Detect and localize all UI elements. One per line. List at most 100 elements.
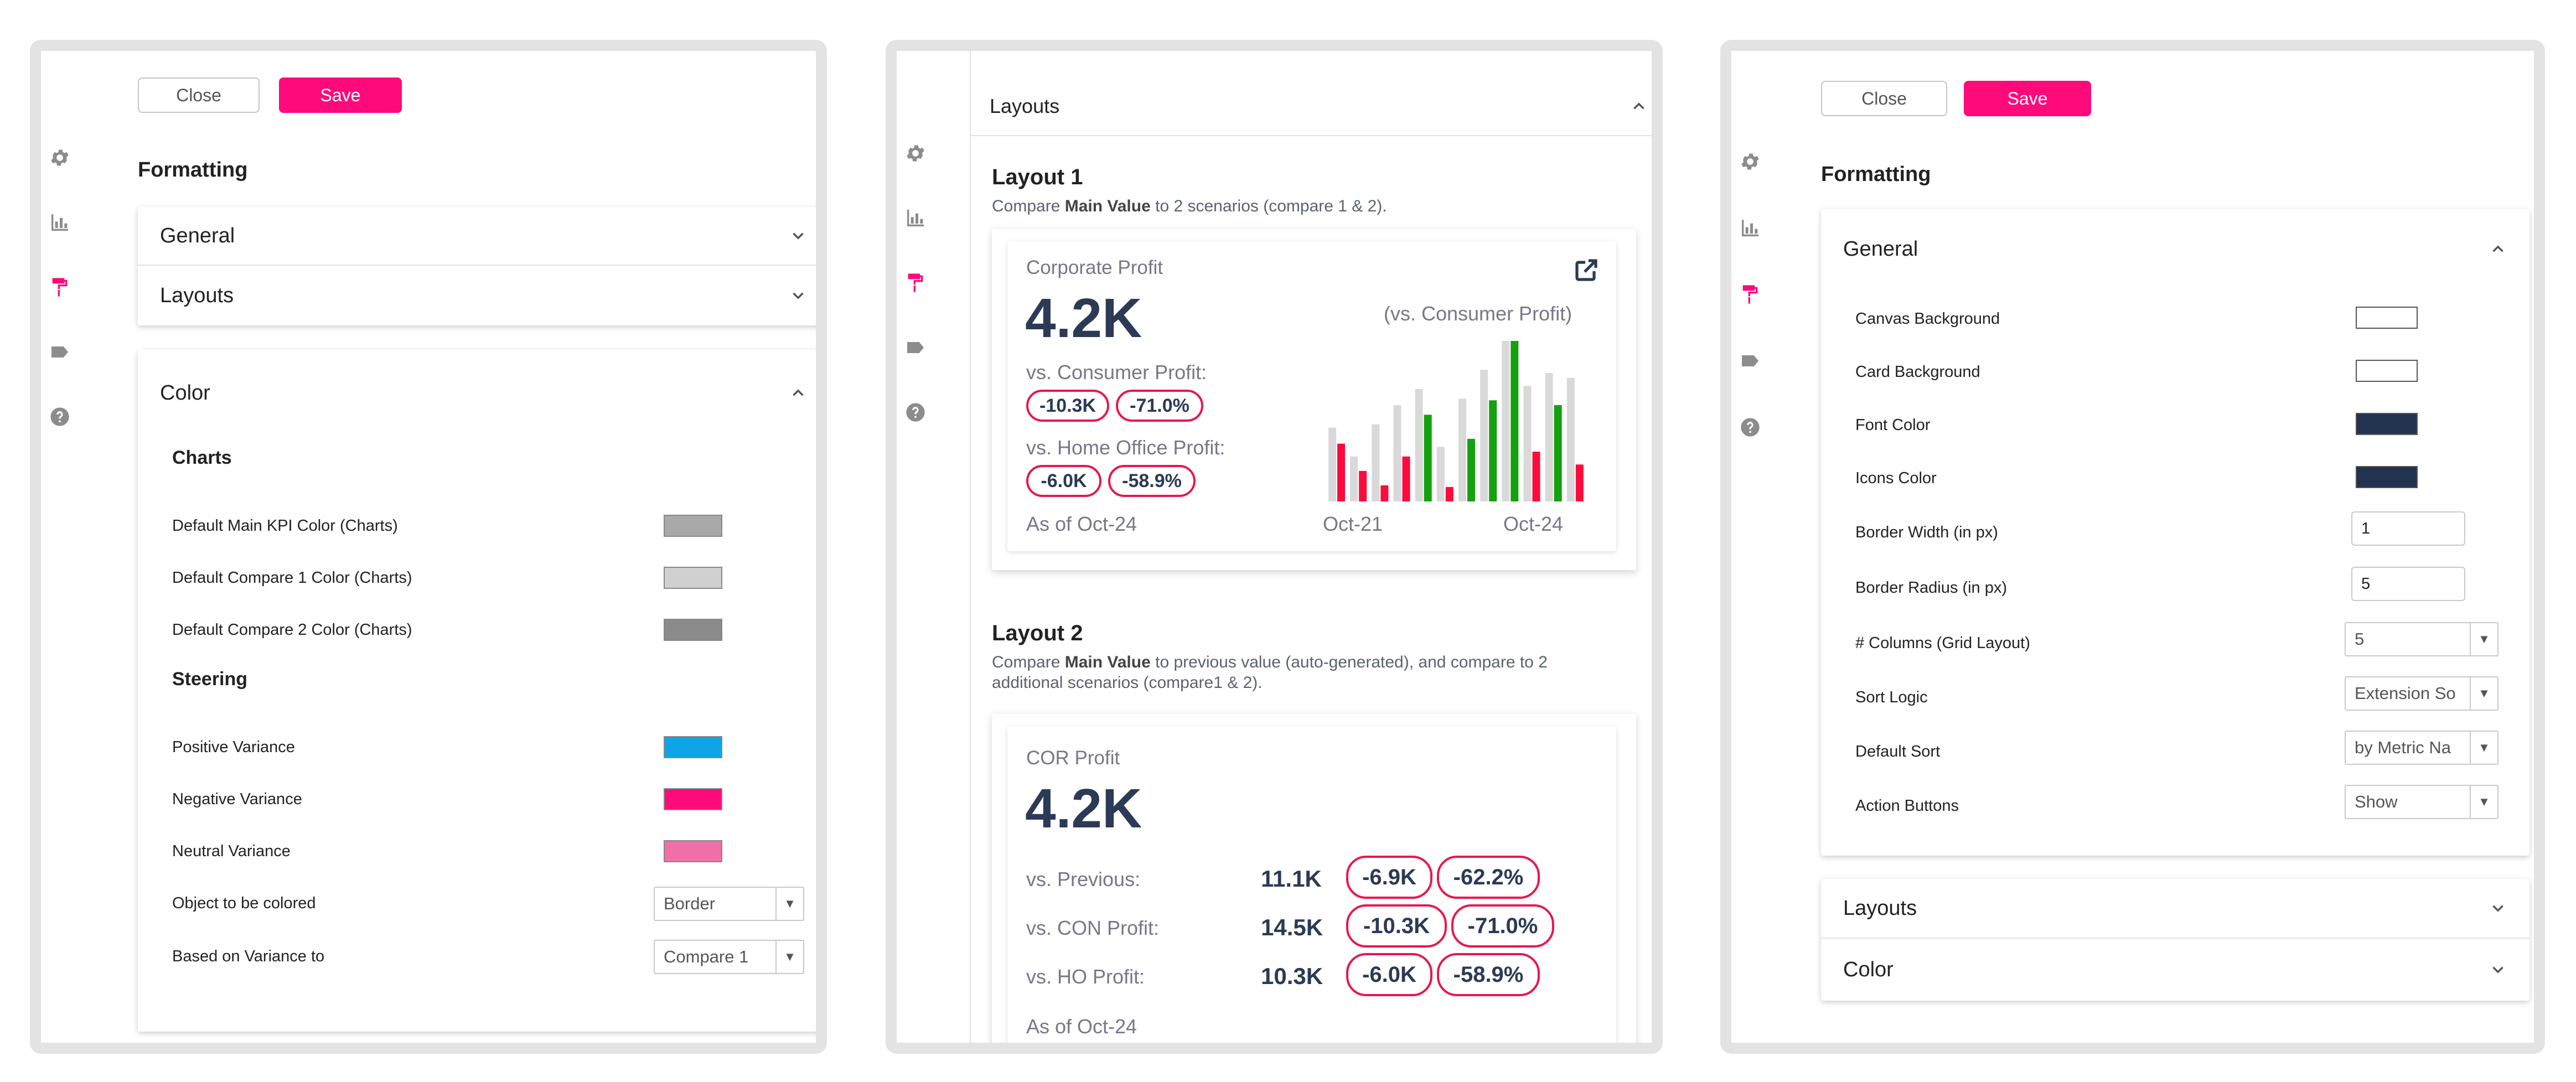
setting-label: Sort Logic bbox=[1855, 688, 1928, 706]
icons-color-swatch[interactable] bbox=[2356, 466, 2418, 488]
paint-roller-icon[interactable] bbox=[49, 276, 71, 298]
gear-icon[interactable] bbox=[49, 147, 71, 169]
color-swatch[interactable] bbox=[664, 619, 722, 641]
charts-heading: Charts bbox=[172, 447, 232, 468]
action-buttons-select[interactable]: Show ▼ bbox=[2345, 785, 2499, 819]
color-row-label: Default Compare 2 Color (Charts) bbox=[172, 621, 412, 639]
save-button[interactable]: Save bbox=[279, 77, 402, 113]
help-icon[interactable] bbox=[49, 406, 71, 428]
kpi-title: COR Profit bbox=[1026, 747, 1120, 769]
bar-chart-icon[interactable] bbox=[904, 207, 927, 229]
kpi-main-value: 4.2K bbox=[1025, 778, 1142, 840]
accordion-general[interactable]: General bbox=[138, 207, 816, 266]
compare-value: 14.5K bbox=[1261, 914, 1323, 940]
gear-icon[interactable] bbox=[1739, 151, 1761, 173]
kpi-card[interactable]: COR Profit 4.2K vs. Previous: 11.1K -6.9… bbox=[1007, 726, 1616, 1043]
tag-icon[interactable] bbox=[1739, 350, 1761, 372]
accordion-layouts-title: Layouts bbox=[160, 283, 234, 307]
bar-chart-icon[interactable] bbox=[1739, 217, 1761, 239]
color-swatch[interactable] bbox=[664, 736, 722, 758]
accordion-layouts[interactable]: Layouts bbox=[1821, 879, 2530, 939]
kpi-title: Corporate Profit bbox=[1026, 257, 1163, 278]
select-label: Based on Variance to bbox=[172, 948, 325, 965]
bar-chart-icon[interactable] bbox=[49, 211, 71, 234]
color-swatch[interactable] bbox=[664, 567, 722, 589]
color-swatch[interactable] bbox=[664, 515, 722, 537]
setting-label: Border Width (in px) bbox=[1855, 524, 1998, 541]
border-width-input[interactable]: 1 bbox=[2351, 511, 2465, 546]
sort-logic-select[interactable]: Extension So ▼ bbox=[2345, 676, 2499, 711]
compare-label: vs. CON Profit: bbox=[1026, 917, 1160, 939]
color-swatch[interactable] bbox=[664, 788, 722, 810]
layouts-panel: Layouts Layout 1 Compare Main Value to 2… bbox=[886, 40, 1663, 1054]
close-button[interactable]: Close bbox=[1821, 81, 1947, 116]
accordion-group: General Layouts bbox=[138, 207, 816, 325]
border-radius-input[interactable]: 5 bbox=[2351, 567, 2465, 601]
color-row-label: Negative Variance bbox=[172, 790, 302, 808]
paint-roller-icon[interactable] bbox=[904, 272, 927, 294]
columns-select[interactable]: 5 ▼ bbox=[2345, 622, 2499, 656]
compare-label: vs. HO Profit: bbox=[1026, 965, 1145, 988]
formatting-heading: Formatting bbox=[1821, 163, 1931, 186]
default-sort-select[interactable]: by Metric Na ▼ bbox=[2345, 731, 2499, 765]
variance-pill: -71.0% bbox=[1451, 904, 1554, 948]
select-value: by Metric Na bbox=[2355, 738, 2451, 757]
gear-icon[interactable] bbox=[904, 142, 927, 164]
compare-bar bbox=[1458, 398, 1466, 501]
steering-heading: Steering bbox=[172, 669, 248, 690]
accordion-color-header[interactable]: Color bbox=[138, 350, 816, 436]
setting-label: Action Buttons bbox=[1855, 797, 1959, 815]
variance-pill: -58.9% bbox=[1108, 465, 1196, 497]
canvas-background-swatch[interactable] bbox=[2356, 307, 2418, 329]
main-bar bbox=[1532, 452, 1540, 501]
object-colored-select[interactable]: Border ▼ bbox=[654, 887, 804, 921]
font-color-swatch[interactable] bbox=[2356, 413, 2418, 435]
layout2-description: Compare Main Value to previous value (au… bbox=[992, 653, 1548, 692]
tag-icon[interactable] bbox=[49, 341, 71, 363]
layout1-title: Layout 1 bbox=[992, 165, 1083, 189]
variance-pill: -6.9K bbox=[1346, 856, 1432, 899]
kpi-card[interactable]: Corporate Profit 4.2K (vs. Consumer Prof… bbox=[1007, 241, 1616, 551]
help-icon[interactable] bbox=[904, 401, 927, 423]
accordion-color: Color Charts Default Main KPI Color (Cha… bbox=[138, 350, 816, 1032]
accordion-general-header[interactable]: General bbox=[1821, 209, 2530, 289]
close-button[interactable]: Close bbox=[138, 77, 260, 113]
main-bar bbox=[1554, 405, 1562, 501]
accordion-color-title: Color bbox=[160, 381, 210, 405]
chevron-up-icon bbox=[2489, 240, 2507, 258]
card-background-swatch[interactable] bbox=[2356, 360, 2418, 382]
compare-bar bbox=[1566, 377, 1575, 501]
external-link-icon[interactable] bbox=[1573, 257, 1600, 283]
layout2-title: Layout 2 bbox=[992, 621, 1083, 645]
kpi-main-value: 4.2K bbox=[1025, 287, 1142, 349]
x-tick-label: Oct-24 bbox=[1503, 512, 1564, 535]
setting-label: Icons Color bbox=[1855, 469, 1937, 487]
dropdown-arrow-icon: ▼ bbox=[775, 941, 803, 973]
x-tick-label: Oct-21 bbox=[1323, 512, 1383, 535]
layout1-description: Compare Main Value to 2 scenarios (compa… bbox=[992, 197, 1387, 215]
compare-bar bbox=[1372, 424, 1380, 501]
as-of-date: As of Oct-24 bbox=[1026, 512, 1137, 535]
compare1-label: vs. Consumer Profit: bbox=[1026, 361, 1207, 384]
setting-label: Canvas Background bbox=[1855, 310, 2000, 328]
paint-roller-icon[interactable] bbox=[1739, 283, 1761, 306]
accordion-layouts[interactable]: Layouts bbox=[138, 266, 816, 325]
tag-icon[interactable] bbox=[904, 336, 927, 359]
select-label: Object to be colored bbox=[172, 894, 316, 912]
help-icon[interactable] bbox=[1739, 416, 1761, 438]
main-bar bbox=[1380, 485, 1389, 501]
compare2-label: vs. Home Office Profit: bbox=[1026, 436, 1225, 459]
color-swatch[interactable] bbox=[664, 840, 722, 862]
compare-bar bbox=[1436, 447, 1445, 501]
save-button[interactable]: Save bbox=[1964, 81, 2091, 116]
accordion-general-title: General bbox=[1843, 237, 1918, 261]
bar-chart bbox=[1328, 341, 1584, 501]
as-of-date: As of Oct-24 bbox=[1026, 1015, 1137, 1038]
variance-basis-select[interactable]: Compare 1 ▼ bbox=[654, 940, 804, 974]
layouts-section-header[interactable]: Layouts bbox=[990, 79, 1648, 134]
accordion-color[interactable]: Color bbox=[1821, 939, 2530, 1001]
layout1-outer-card: Corporate Profit 4.2K (vs. Consumer Prof… bbox=[992, 229, 1636, 570]
main-bar bbox=[1424, 415, 1432, 501]
formatting-panel-general: Close Save Formatting General Canvas Bac… bbox=[1720, 40, 2545, 1054]
main-bar bbox=[1359, 470, 1367, 501]
